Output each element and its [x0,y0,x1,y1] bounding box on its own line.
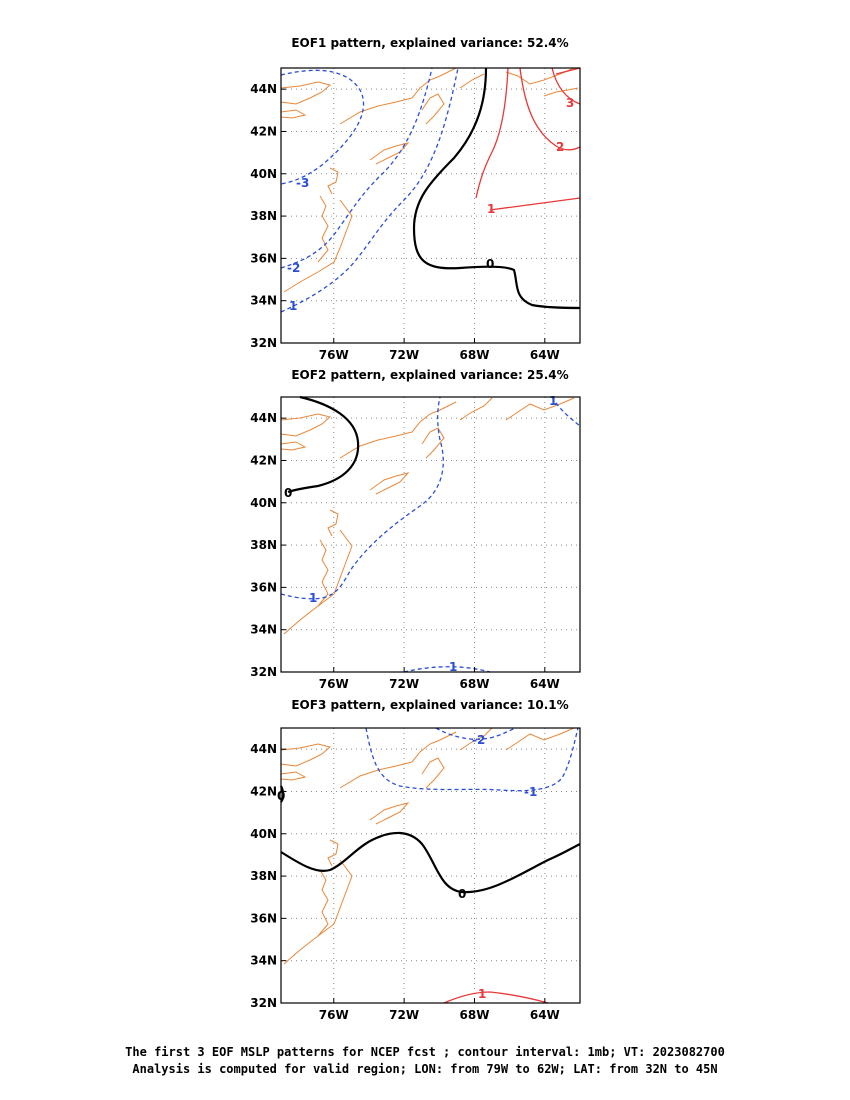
contour-label: 1 [309,591,317,605]
eof2-x-ticks: 76W 72W 68W 64W [319,667,560,691]
eof3-frame [280,727,581,1004]
contour-label: 1 [549,394,557,408]
y-tick-label: 42N [250,453,277,467]
contour-label: 1 [289,299,297,313]
panel-2-title: EOF2 pattern, explained variance: 25.4% [291,368,569,382]
x-tick-label: 76W [319,1008,349,1022]
eof3-y-ticks: 32N 34N 36N 38N 40N 42N 44N [250,742,286,1010]
contour-label: -3 [296,176,309,190]
eof3-x-ticks: 76W 72W 68W 64W [319,998,560,1022]
y-tick-label: 36N [250,911,277,925]
footer-line-1: The first 3 EOF MSLP patterns for NCEP f… [125,1045,725,1059]
contour-label: 0 [486,257,494,271]
y-tick-label: 32N [250,336,277,350]
y-tick-label: 40N [250,827,277,841]
y-tick-label: 44N [250,411,277,425]
x-tick-label: 64W [530,1008,560,1022]
x-tick-label: 72W [389,1008,419,1022]
eof2-contour-labels: 0 1 1 1 [284,394,557,674]
x-tick-label: 64W [530,677,560,691]
x-tick-label: 68W [460,348,490,362]
panel-3-title: EOF3 pattern, explained variance: 10.1% [291,698,569,712]
y-tick-label: 38N [250,869,277,883]
contour-label: 1 [487,202,495,216]
eof2-contours [280,395,581,673]
x-tick-label: 68W [460,1008,490,1022]
contour-label: 0 [284,486,292,500]
x-tick-label: 68W [460,677,490,691]
y-tick-label: 34N [250,294,277,308]
contour-label: 0 [458,887,466,901]
y-tick-label: 32N [250,996,277,1010]
eof2-coastline [280,397,575,635]
y-tick-label: 42N [250,784,277,798]
eof1-contour-labels: -3 -2 1 0 1 2 3 [287,96,574,313]
eof1-contours [280,67,581,313]
x-tick-label: 76W [319,348,349,362]
eof1-map: -3 -2 1 0 1 2 3 32N 34N 36N 38N 40N 42N 44N 76… [250,67,581,362]
y-tick-label: 42N [250,124,277,138]
contour-label: 1 [478,987,486,1001]
y-tick-label: 36N [250,580,277,594]
y-tick-label: 34N [250,954,277,968]
y-tick-label: 38N [250,538,277,552]
eof1-frame [280,67,581,344]
eof3-grid [281,728,580,1003]
eof2-frame [280,396,581,673]
y-tick-label: 44N [250,82,277,96]
eof2-y-ticks: 32N 34N 36N 38N 40N 42N 44N [250,411,286,679]
eof3-coastline [280,727,575,965]
y-tick-label: 38N [250,209,277,223]
y-tick-label: 40N [250,496,277,510]
eof2-map: 0 1 1 1 32N 34N 36N 38N 40N 42N 44N 76W 72W 68W 6… [250,394,581,691]
eof2-grid [281,397,580,672]
x-tick-label: 72W [389,677,419,691]
x-tick-label: 64W [530,348,560,362]
contour-label: -2 [472,733,485,747]
panel-1-title: EOF1 pattern, explained variance: 52.4% [291,36,569,50]
contour-label: 1 [449,660,457,674]
y-tick-label: 34N [250,623,277,637]
eof3-contours [280,727,581,1004]
footer-line-2: Analysis is computed for valid region; L… [132,1062,718,1076]
eof1-grid [281,68,580,343]
y-tick-label: 44N [250,742,277,756]
x-tick-label: 76W [319,677,349,691]
contour-label: 2 [556,140,564,154]
contour-label: -1 [524,785,537,799]
eof1-x-ticks: 76W 72W 68W 64W [319,338,560,362]
y-tick-label: 40N [250,167,277,181]
eof1-y-ticks: 32N 34N 36N 38N 40N 42N 44N [250,82,286,350]
contour-label: 3 [566,96,574,110]
contour-label: -2 [287,261,300,275]
y-tick-label: 32N [250,665,277,679]
x-tick-label: 72W [389,348,419,362]
y-tick-label: 36N [250,251,277,265]
